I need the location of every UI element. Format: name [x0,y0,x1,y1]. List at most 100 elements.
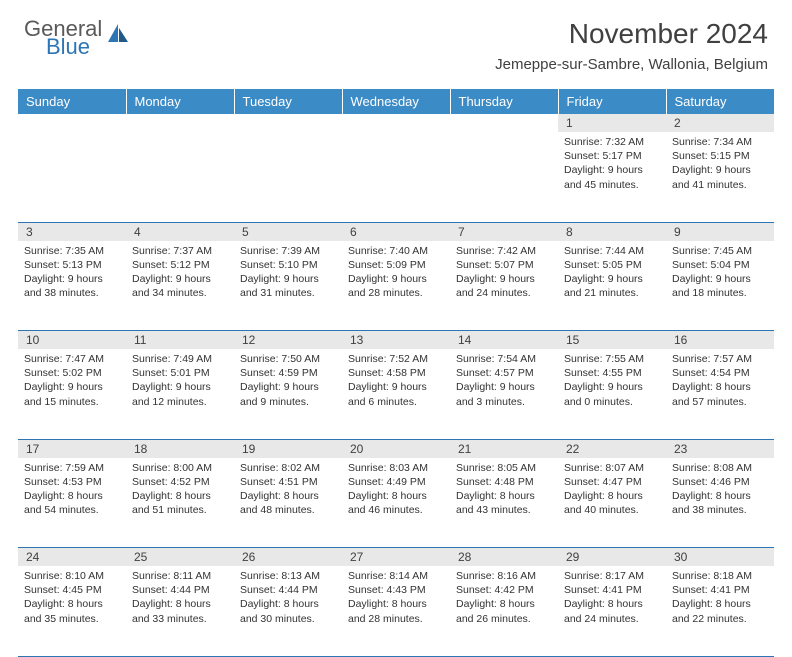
col-monday: Monday [126,89,234,114]
sunset-text: Sunset: 4:51 PM [240,475,336,489]
day-cell: Sunrise: 7:39 AMSunset: 5:10 PMDaylight:… [234,241,342,331]
sunrise-text: Sunrise: 7:50 AM [240,352,336,366]
daylight-text: Daylight: 8 hours and 43 minutes. [456,489,552,517]
sunrise-text: Sunrise: 8:14 AM [348,569,444,583]
daynum-row: 3456789 [18,222,774,241]
day-number: 8 [558,222,666,241]
brand-text: General Blue [24,18,102,58]
sunrise-text: Sunrise: 7:35 AM [24,244,120,258]
sunset-text: Sunset: 5:05 PM [564,258,660,272]
sunset-text: Sunset: 4:42 PM [456,583,552,597]
sunset-text: Sunset: 4:44 PM [240,583,336,597]
col-wednesday: Wednesday [342,89,450,114]
daylight-text: Daylight: 9 hours and 18 minutes. [672,272,768,300]
day-number [450,114,558,132]
sunset-text: Sunset: 4:45 PM [24,583,120,597]
sunrise-text: Sunrise: 8:16 AM [456,569,552,583]
daylight-text: Daylight: 8 hours and 51 minutes. [132,489,228,517]
sunset-text: Sunset: 4:53 PM [24,475,120,489]
location-subtitle: Jemeppe-sur-Sambre, Wallonia, Belgium [495,56,768,73]
day-number [126,114,234,132]
daylight-text: Daylight: 9 hours and 15 minutes. [24,380,120,408]
daylight-text: Daylight: 9 hours and 21 minutes. [564,272,660,300]
sunrise-text: Sunrise: 7:54 AM [456,352,552,366]
sunrise-text: Sunrise: 7:59 AM [24,461,120,475]
col-saturday: Saturday [666,89,774,114]
day-number: 14 [450,331,558,350]
daylight-text: Daylight: 8 hours and 48 minutes. [240,489,336,517]
daylight-text: Daylight: 9 hours and 45 minutes. [564,163,660,191]
day-cell: Sunrise: 7:37 AMSunset: 5:12 PMDaylight:… [126,241,234,331]
day-number: 15 [558,331,666,350]
day-cell: Sunrise: 8:05 AMSunset: 4:48 PMDaylight:… [450,458,558,548]
sunrise-text: Sunrise: 7:39 AM [240,244,336,258]
sunset-text: Sunset: 4:41 PM [672,583,768,597]
day-cell: Sunrise: 7:40 AMSunset: 5:09 PMDaylight:… [342,241,450,331]
day-number: 16 [666,331,774,350]
sunrise-text: Sunrise: 8:05 AM [456,461,552,475]
col-friday: Friday [558,89,666,114]
daynum-row: 17181920212223 [18,439,774,458]
day-cell: Sunrise: 7:44 AMSunset: 5:05 PMDaylight:… [558,241,666,331]
day-cell [18,132,126,222]
daylight-text: Daylight: 9 hours and 3 minutes. [456,380,552,408]
day-cell: Sunrise: 7:57 AMSunset: 4:54 PMDaylight:… [666,349,774,439]
day-cell [450,132,558,222]
sunrise-text: Sunrise: 8:03 AM [348,461,444,475]
sunrise-text: Sunrise: 7:34 AM [672,135,768,149]
day-cell: Sunrise: 7:49 AMSunset: 5:01 PMDaylight:… [126,349,234,439]
day-cell: Sunrise: 8:18 AMSunset: 4:41 PMDaylight:… [666,566,774,656]
weekday-header-row: Sunday Monday Tuesday Wednesday Thursday… [18,89,774,114]
sunset-text: Sunset: 5:12 PM [132,258,228,272]
day-cell: Sunrise: 7:52 AMSunset: 4:58 PMDaylight:… [342,349,450,439]
day-content-row: Sunrise: 8:10 AMSunset: 4:45 PMDaylight:… [18,566,774,656]
sunrise-text: Sunrise: 7:32 AM [564,135,660,149]
sunrise-text: Sunrise: 7:47 AM [24,352,120,366]
daylight-text: Daylight: 8 hours and 38 minutes. [672,489,768,517]
day-number: 11 [126,331,234,350]
sunset-text: Sunset: 4:43 PM [348,583,444,597]
day-number: 19 [234,439,342,458]
day-number: 10 [18,331,126,350]
sunset-text: Sunset: 4:55 PM [564,366,660,380]
col-tuesday: Tuesday [234,89,342,114]
day-content-row: Sunrise: 7:35 AMSunset: 5:13 PM Daylight:… [18,241,774,331]
daylight-text: Daylight: 9 hours and 0 minutes. [564,380,660,408]
day-cell: Sunrise: 7:34 AMSunset: 5:15 PMDaylight:… [666,132,774,222]
day-cell: Sunrise: 7:45 AMSunset: 5:04 PMDaylight:… [666,241,774,331]
sunset-text: Sunset: 4:59 PM [240,366,336,380]
sunrise-text: Sunrise: 8:13 AM [240,569,336,583]
sunrise-text: Sunrise: 8:18 AM [672,569,768,583]
sunrise-text: Sunrise: 7:37 AM [132,244,228,258]
day-number: 25 [126,548,234,567]
sunset-text: Sunset: 5:10 PM [240,258,336,272]
day-cell: Sunrise: 8:08 AMSunset: 4:46 PMDaylight:… [666,458,774,548]
day-number: 23 [666,439,774,458]
sunset-text: Sunset: 4:47 PM [564,475,660,489]
sunset-text: Sunset: 4:44 PM [132,583,228,597]
day-cell: Sunrise: 7:50 AMSunset: 4:59 PMDaylight:… [234,349,342,439]
day-number: 21 [450,439,558,458]
sunset-text: Sunset: 4:54 PM [672,366,768,380]
daylight-text: Daylight: 8 hours and 40 minutes. [564,489,660,517]
day-cell [234,132,342,222]
daylight-text: Daylight: 9 hours and 24 minutes. [456,272,552,300]
sunset-text: Sunset: 5:04 PM [672,258,768,272]
sunset-text: Sunset: 5:13 PM [24,258,120,272]
day-number: 3 [18,222,126,241]
day-number: 9 [666,222,774,241]
sunrise-text: Sunrise: 8:08 AM [672,461,768,475]
sunrise-text: Sunrise: 8:00 AM [132,461,228,475]
daynum-row: 24252627282930 [18,548,774,567]
day-cell [126,132,234,222]
sunrise-text: Sunrise: 7:49 AM [132,352,228,366]
sunrise-text: Sunrise: 8:07 AM [564,461,660,475]
daylight-text: Daylight: 9 hours and 6 minutes. [348,380,444,408]
day-number [342,114,450,132]
day-cell: Sunrise: 7:35 AMSunset: 5:13 PMDaylight:… [18,241,126,331]
sunrise-text: Sunrise: 7:45 AM [672,244,768,258]
day-cell: Sunrise: 8:14 AMSunset: 4:43 PMDaylight:… [342,566,450,656]
brand-logo: General Blue [24,18,130,58]
day-number: 20 [342,439,450,458]
col-sunday: Sunday [18,89,126,114]
